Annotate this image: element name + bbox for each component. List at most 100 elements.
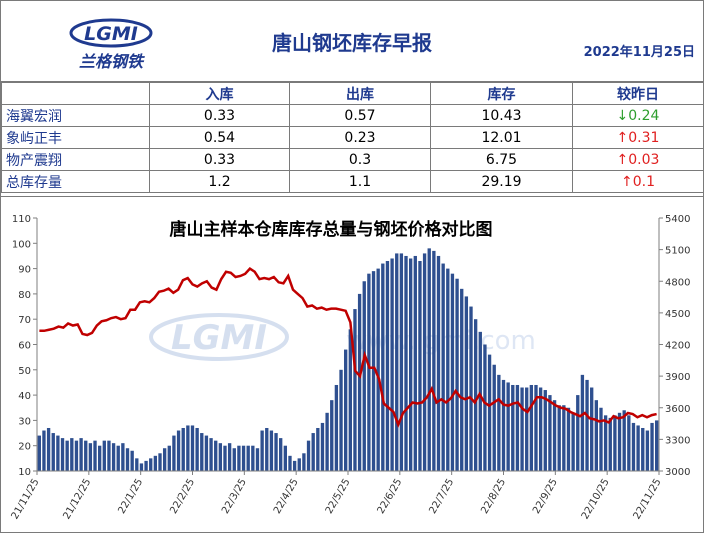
inventory-bar bbox=[492, 364, 496, 471]
inventory-bar bbox=[56, 435, 60, 471]
inventory-bar bbox=[121, 443, 125, 471]
inventory-bar bbox=[446, 268, 450, 471]
left-tick-label: 30 bbox=[18, 416, 31, 427]
inventory-bar bbox=[529, 384, 534, 471]
inventory-bar bbox=[525, 387, 529, 471]
inventory-bar bbox=[149, 458, 153, 471]
watermark-logo: LGMI bbox=[171, 318, 267, 358]
x-tick-label: 22/1/25 bbox=[116, 477, 145, 516]
inventory-bar bbox=[172, 435, 176, 471]
x-tick-label: 22/3/25 bbox=[220, 477, 249, 516]
inventory-bar bbox=[590, 387, 594, 471]
row-in: 0.33 bbox=[149, 148, 290, 171]
inventory-bar bbox=[186, 425, 190, 471]
inventory-bar bbox=[580, 374, 585, 471]
inventory-bar bbox=[316, 427, 320, 471]
x-tick-label: 22/2/25 bbox=[168, 477, 197, 516]
inventory-bar bbox=[603, 415, 608, 471]
inventory-bar bbox=[130, 450, 134, 471]
x-tick-label: 22/9/25 bbox=[531, 477, 560, 516]
inventory-price-chart: LGMI www.lgmi.com 唐山主样本仓库库存总量与钢坯价格对比图 10… bbox=[10, 214, 691, 521]
inventory-bar bbox=[288, 455, 292, 471]
inventory-bar bbox=[283, 445, 287, 471]
row-stock: 12.01 bbox=[430, 126, 573, 149]
inventory-bar bbox=[404, 255, 408, 471]
inventory-bar bbox=[381, 263, 385, 471]
inventory-bar bbox=[520, 387, 524, 471]
inventory-bar bbox=[645, 430, 650, 471]
inventory-bar bbox=[279, 438, 283, 471]
report-title: 唐山钢坯库存早报 bbox=[272, 31, 432, 55]
inventory-bar bbox=[65, 440, 69, 471]
left-tick-label: 60 bbox=[18, 341, 31, 352]
inventory-bar bbox=[200, 433, 204, 471]
inventory-bar bbox=[455, 278, 459, 471]
inventory-bar bbox=[241, 445, 246, 471]
row-out: 0.3 bbox=[289, 148, 431, 171]
right-tick-label: 3300 bbox=[665, 435, 690, 446]
inventory-bar bbox=[325, 412, 329, 471]
row-change: ↑0.31 bbox=[572, 126, 704, 149]
row-in: 0.54 bbox=[149, 126, 290, 149]
chart-area: LGMI www.lgmi.com 唐山主样本仓库库存总量与钢坯价格对比图 10… bbox=[1, 196, 703, 533]
left-tick-label: 100 bbox=[12, 239, 31, 250]
row-in: 1.2 bbox=[149, 170, 290, 193]
row-stock: 6.75 bbox=[430, 148, 573, 171]
inventory-bar bbox=[473, 319, 478, 471]
inventory-bar bbox=[135, 458, 139, 471]
inventory-bar bbox=[60, 438, 65, 471]
inventory-bar bbox=[74, 440, 79, 471]
table-row: 象屿正丰 0.54 0.23 12.01 ↑0.31 bbox=[1, 126, 704, 149]
col-header-out: 出库 bbox=[289, 82, 431, 105]
right-tick-label: 3000 bbox=[665, 467, 690, 478]
inventory-bar bbox=[487, 354, 492, 471]
inventory-bar bbox=[195, 427, 199, 471]
inventory-bar bbox=[51, 433, 55, 471]
inventory-bar bbox=[237, 445, 241, 471]
inventory-bar bbox=[585, 379, 589, 471]
left-tick-label: 40 bbox=[18, 391, 31, 402]
inventory-bar bbox=[84, 440, 88, 471]
inventory-bar bbox=[576, 395, 580, 471]
inventory-bar bbox=[339, 369, 343, 471]
inventory-bar bbox=[450, 273, 455, 471]
inventory-bar bbox=[511, 384, 515, 471]
inventory-bar bbox=[413, 255, 417, 471]
x-axis-ticks: 21/11/25 21/12/25 22/1/25 22/2/25 22/3/25 22/… bbox=[10, 471, 664, 521]
inventory-bar bbox=[46, 427, 51, 471]
stock-table: 入库 出库 库存 较昨日 海翼宏润 0.33 0.57 10.43 ↓0.24 … bbox=[1, 82, 704, 193]
inventory-bar bbox=[367, 273, 371, 471]
row-name: 总库存量 bbox=[1, 170, 150, 193]
inventory-bar bbox=[571, 412, 575, 471]
inventory-bar bbox=[469, 306, 473, 471]
x-tick-label: 22/6/25 bbox=[376, 477, 405, 516]
inventory-bar bbox=[608, 417, 612, 471]
right-tick-label: 4500 bbox=[665, 309, 690, 320]
inventory-bar bbox=[320, 422, 325, 471]
col-header-name bbox=[1, 82, 150, 105]
watermark: LGMI www.lgmi.com bbox=[149, 313, 536, 361]
inventory-bar bbox=[306, 440, 311, 471]
table-header-row: 入库 出库 库存 较昨日 bbox=[1, 82, 704, 105]
inventory-bar bbox=[376, 268, 380, 471]
inventory-bar bbox=[302, 453, 306, 471]
row-out: 0.23 bbox=[289, 126, 431, 149]
inventory-bar bbox=[344, 349, 348, 471]
right-tick-label: 4800 bbox=[665, 277, 690, 288]
inventory-bar bbox=[42, 430, 46, 471]
inventory-bar bbox=[204, 435, 209, 471]
inventory-bar bbox=[562, 405, 566, 471]
x-tick-label: 21/11/25 bbox=[10, 477, 42, 521]
inventory-bar bbox=[37, 435, 41, 471]
inventory-bar bbox=[357, 293, 362, 471]
inventory-bar bbox=[353, 309, 357, 471]
col-header-stock: 库存 bbox=[430, 82, 573, 105]
inventory-bar bbox=[385, 261, 390, 471]
row-out: 1.1 bbox=[289, 170, 431, 193]
inventory-bar bbox=[515, 384, 520, 471]
left-axis-ticks: 10 20 30 40 50 60 70 80 90 100 110 bbox=[12, 214, 37, 478]
x-tick-label: 22/5/25 bbox=[324, 477, 353, 516]
inventory-bar bbox=[441, 263, 445, 471]
left-tick-label: 80 bbox=[18, 290, 31, 301]
inventory-bar bbox=[251, 445, 255, 471]
